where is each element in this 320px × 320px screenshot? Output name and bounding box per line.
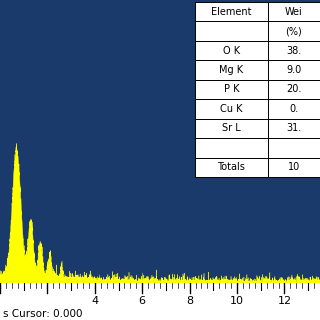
Bar bbox=[195, 119, 268, 138]
Text: Mg K: Mg K bbox=[219, 65, 243, 75]
Text: 8: 8 bbox=[186, 296, 193, 306]
Bar bbox=[268, 60, 320, 80]
Bar bbox=[195, 157, 268, 177]
Text: 31.: 31. bbox=[286, 124, 301, 133]
Bar bbox=[195, 138, 268, 157]
Text: P K: P K bbox=[223, 84, 239, 94]
Text: Wei: Wei bbox=[285, 7, 303, 17]
Text: 10: 10 bbox=[288, 162, 300, 172]
Text: 38.: 38. bbox=[286, 46, 301, 56]
Text: 6: 6 bbox=[139, 296, 146, 306]
Bar bbox=[195, 60, 268, 80]
Bar bbox=[268, 119, 320, 138]
Bar bbox=[195, 80, 268, 99]
Text: 12: 12 bbox=[277, 296, 292, 306]
Text: 20.: 20. bbox=[286, 84, 301, 94]
Text: Totals: Totals bbox=[217, 162, 245, 172]
Text: (%): (%) bbox=[285, 26, 302, 36]
Bar bbox=[268, 138, 320, 157]
Bar bbox=[195, 21, 268, 41]
Bar bbox=[268, 80, 320, 99]
Text: 10: 10 bbox=[230, 296, 244, 306]
Bar bbox=[195, 41, 268, 60]
Text: Element: Element bbox=[211, 7, 252, 17]
Bar bbox=[268, 157, 320, 177]
Bar bbox=[195, 99, 268, 119]
Bar bbox=[195, 2, 268, 21]
Bar bbox=[268, 2, 320, 21]
Text: 9.0: 9.0 bbox=[286, 65, 301, 75]
Bar bbox=[268, 21, 320, 41]
Bar bbox=[268, 41, 320, 60]
Text: s Cursor: 0.000: s Cursor: 0.000 bbox=[3, 309, 83, 319]
Text: 0.: 0. bbox=[289, 104, 298, 114]
Text: Sr L: Sr L bbox=[222, 124, 241, 133]
Text: Cu K: Cu K bbox=[220, 104, 243, 114]
Bar bbox=[268, 99, 320, 119]
Text: 4: 4 bbox=[91, 296, 98, 306]
Text: O K: O K bbox=[223, 46, 240, 56]
